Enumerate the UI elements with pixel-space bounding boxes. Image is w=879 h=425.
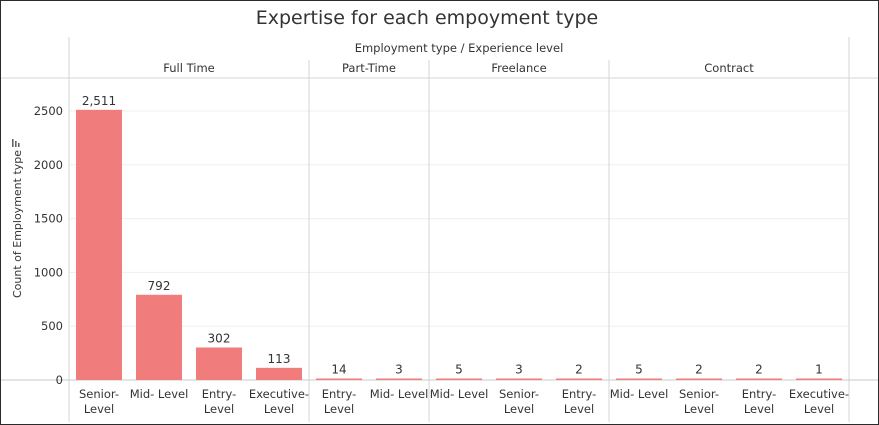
bar[interactable] [436, 378, 482, 381]
data-label: 2,511 [82, 94, 116, 108]
y-tick-label: 1000 [34, 265, 63, 279]
bar[interactable] [796, 378, 842, 381]
bar[interactable] [136, 294, 182, 380]
x-tick-label: Entry-Level [202, 387, 237, 416]
bar[interactable] [496, 378, 542, 381]
x-tick-label: Senior-Level [79, 387, 119, 416]
bar[interactable] [76, 109, 122, 380]
bar[interactable] [196, 347, 242, 380]
group-header: Part-Time [342, 61, 396, 75]
data-label: 2 [695, 363, 703, 377]
data-label: 302 [208, 332, 231, 346]
bar[interactable] [616, 378, 662, 381]
x-tick-label: Executive-Level [249, 387, 309, 416]
y-tick-label: 0 [56, 373, 63, 387]
bar[interactable] [676, 378, 722, 381]
y-axis-label: Count of Employment type [11, 150, 24, 298]
bar[interactable] [556, 378, 602, 381]
header-title: Employment type / Experience level [355, 41, 564, 55]
x-tick-label: Mid- Level [430, 387, 489, 401]
x-tick-label: Mid- Level [130, 387, 189, 401]
x-tick-label: Senior-Level [679, 387, 719, 416]
group-header: Contract [704, 61, 754, 75]
bar[interactable] [376, 378, 422, 381]
data-label: 14 [331, 362, 346, 376]
x-tick-label: Executive-Level [789, 387, 849, 416]
x-tick-label: Mid- Level [610, 387, 669, 401]
x-tick-label: Entry-Level [322, 387, 357, 416]
y-tick-label: 1500 [34, 212, 63, 226]
data-label: 5 [635, 363, 643, 377]
panel-structure [1, 37, 878, 422]
group-header: Freelance [491, 61, 546, 75]
x-tick-label: Mid- Level [370, 387, 429, 401]
y-tick-label: 2500 [34, 104, 63, 118]
data-label: 2 [575, 363, 583, 377]
y-tick-label: 500 [41, 319, 63, 333]
sort-icon[interactable] [12, 139, 20, 147]
data-label: 3 [515, 363, 523, 377]
grid-layer [69, 110, 849, 327]
x-tick-label: Senior-Level [499, 387, 539, 416]
y-tick-label: 2000 [34, 158, 63, 172]
group-header: Full Time [163, 61, 214, 75]
x-tick-label: Entry-Level [562, 387, 597, 416]
data-label: 113 [268, 352, 291, 366]
data-label: 2 [755, 363, 763, 377]
bars-layer [76, 109, 842, 381]
labels-layer: 0 500 1000 1500 2000 2500 Full Time 2,511 Senior… [34, 61, 849, 416]
data-label: 5 [455, 363, 463, 377]
bar[interactable] [316, 378, 362, 380]
data-label: 1 [815, 363, 823, 377]
bar[interactable] [256, 367, 302, 380]
data-label: 3 [395, 363, 403, 377]
chart-title: Expertise for each empoyment type [256, 7, 599, 29]
x-tick-label: Entry-Level [742, 387, 777, 416]
bar[interactable] [736, 378, 782, 381]
data-label: 792 [148, 279, 171, 293]
